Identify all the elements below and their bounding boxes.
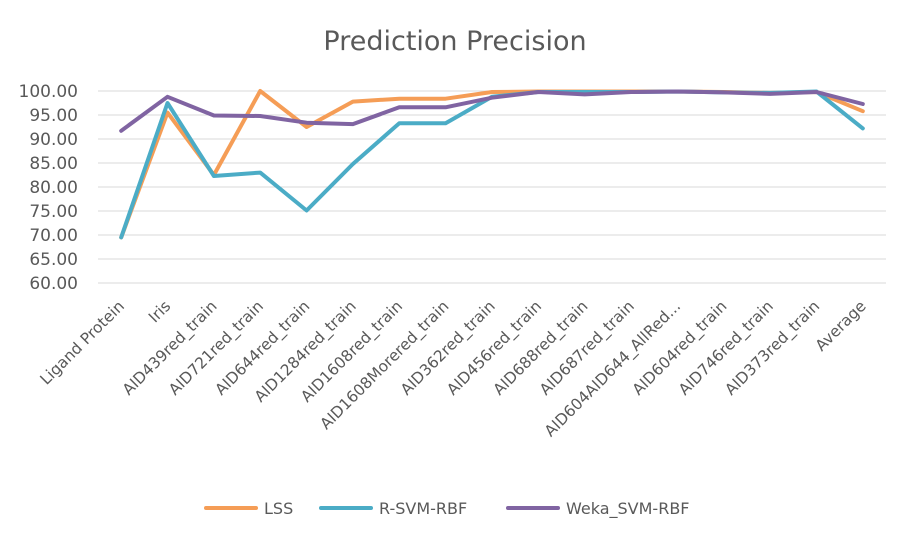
y-tick-label: 70.00 xyxy=(29,226,78,246)
series-line-lss xyxy=(119,89,865,240)
gridlines xyxy=(98,90,886,284)
x-tick-label: Ligand Protein xyxy=(37,297,128,388)
y-axis-ticks: 60.00 65.00 70.00 75.00 80.00 85.00 90.00 95.00… xyxy=(19,82,78,294)
x-tick-label: Average xyxy=(812,297,870,355)
y-tick-label: 60.00 xyxy=(29,274,78,294)
y-tick-label: 95.00 xyxy=(29,106,78,126)
legend-label: Weka_SVM-RBF xyxy=(566,499,690,519)
legend-label: R-SVM-RBF xyxy=(379,499,467,518)
legend-label: LSS xyxy=(264,499,293,518)
legend: LSS R-SVM-RBF Weka_SVM-RBF xyxy=(204,499,690,519)
y-tick-label: 100.00 xyxy=(19,82,78,102)
x-axis-ticks: Ligand Protein IrisAID439red_trainAID721r… xyxy=(37,297,870,441)
series-lines xyxy=(119,89,865,240)
y-tick-label: 80.00 xyxy=(29,178,78,198)
chart-title: Prediction Precision xyxy=(323,26,586,57)
series-line-weka-svm-rbf xyxy=(119,89,865,133)
y-tick-label: 90.00 xyxy=(29,130,78,150)
y-tick-label: 65.00 xyxy=(29,250,78,270)
series-line-r-svm-rbf xyxy=(119,89,865,240)
y-tick-label: 85.00 xyxy=(29,154,78,174)
y-tick-label: 75.00 xyxy=(29,202,78,222)
x-tick-label: Iris xyxy=(145,297,174,326)
